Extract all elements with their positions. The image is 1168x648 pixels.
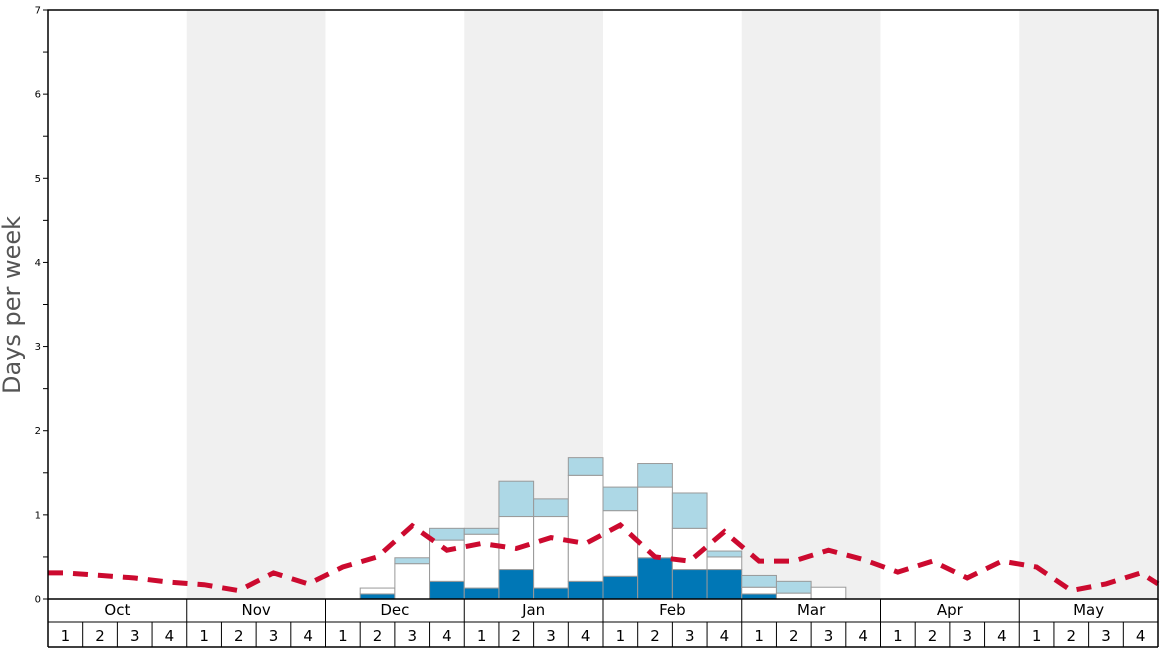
bar-white-segment bbox=[775, 592, 812, 600]
week-label: 4 bbox=[303, 627, 313, 645]
week-label: 2 bbox=[512, 627, 522, 645]
month-label-mar: Mar bbox=[797, 601, 826, 619]
month-label-feb: Feb bbox=[659, 601, 686, 619]
week-label: 2 bbox=[789, 627, 799, 645]
week-label: 3 bbox=[1101, 627, 1111, 645]
stacked-bars bbox=[359, 457, 847, 600]
week-label: 1 bbox=[61, 627, 71, 645]
bar-dark-segment bbox=[567, 580, 604, 600]
bar-light-segment bbox=[602, 486, 639, 512]
week-label: 4 bbox=[858, 627, 868, 645]
y-tick-label: 2 bbox=[35, 426, 41, 437]
bar-dark-segment bbox=[429, 580, 465, 600]
bar-dark-segment bbox=[533, 587, 569, 600]
y-tick-label: 7 bbox=[35, 6, 41, 17]
week-label: 1 bbox=[338, 627, 348, 645]
bar-white-segment bbox=[359, 587, 396, 595]
y-tick-label: 5 bbox=[35, 174, 41, 185]
month-band-mar bbox=[741, 10, 881, 599]
bar-white-segment bbox=[637, 486, 673, 559]
bar-light-segment bbox=[671, 492, 708, 529]
week-label: 4 bbox=[165, 627, 175, 645]
bar-white-segment bbox=[706, 556, 743, 571]
y-tick-label: 3 bbox=[35, 342, 41, 353]
bar-white-segment bbox=[567, 474, 604, 582]
bar-light-segment bbox=[498, 480, 535, 518]
week-label: 2 bbox=[373, 627, 383, 645]
bar-light-segment bbox=[463, 527, 500, 535]
y-tick-label: 6 bbox=[35, 90, 41, 101]
week-label: 3 bbox=[962, 627, 972, 645]
bar-light-segment bbox=[706, 550, 743, 558]
bar-dark-segment bbox=[741, 593, 777, 600]
week-label: 2 bbox=[95, 627, 105, 645]
week-label: 4 bbox=[442, 627, 452, 645]
bar-white-segment bbox=[741, 586, 777, 595]
month-band-nov bbox=[186, 10, 326, 599]
month-label-jan: Jan bbox=[521, 601, 545, 619]
week-label: 3 bbox=[269, 627, 279, 645]
bar-dark-segment bbox=[498, 569, 535, 600]
week-label: 2 bbox=[1067, 627, 1077, 645]
month-shading bbox=[186, 10, 1158, 599]
bar-dark-segment bbox=[602, 575, 639, 600]
bar-light-segment bbox=[637, 463, 673, 488]
month-label-oct: Oct bbox=[104, 601, 130, 619]
bar-dark-segment bbox=[671, 569, 708, 600]
bar-dark-segment bbox=[463, 587, 500, 600]
bar-white-segment bbox=[429, 539, 465, 582]
week-label: 2 bbox=[650, 627, 660, 645]
y-tick-label: 0 bbox=[35, 595, 41, 606]
week-label: 2 bbox=[928, 627, 938, 645]
month-label-apr: Apr bbox=[937, 601, 964, 619]
week-label: 2 bbox=[234, 627, 244, 645]
month-label-dec: Dec bbox=[380, 601, 409, 619]
bar-white-segment bbox=[602, 510, 639, 577]
week-label: 4 bbox=[720, 627, 730, 645]
bar-dark-segment bbox=[706, 569, 743, 600]
bar-light-segment bbox=[429, 527, 465, 541]
week-label: 3 bbox=[824, 627, 834, 645]
y-tick-label: 4 bbox=[35, 258, 41, 269]
bar-light-segment bbox=[533, 498, 569, 518]
week-label: 1 bbox=[893, 627, 903, 645]
bar-light-segment bbox=[741, 574, 777, 588]
week-label: 4 bbox=[1136, 627, 1146, 645]
x-axis: Oct 1 2 3 4 Nov 1 2 3 4 Dec 1 2 3 4 Jan 1 2 3 4 Feb 1 2 3 4 Mar 1 2… bbox=[47, 599, 1159, 648]
bar-white-segment bbox=[810, 586, 847, 600]
bar-light-segment bbox=[775, 580, 812, 594]
bar-white-segment bbox=[533, 516, 569, 589]
bar-dark-segment bbox=[359, 593, 396, 600]
y-axis-title: Days per week bbox=[0, 216, 26, 394]
bar-white-segment bbox=[394, 563, 431, 600]
bar-white-segment bbox=[463, 533, 500, 589]
week-label: 1 bbox=[616, 627, 626, 645]
bar-dark-segment bbox=[637, 557, 673, 600]
week-label: 4 bbox=[581, 627, 591, 645]
week-label: 3 bbox=[130, 627, 140, 645]
month-band-may bbox=[1019, 10, 1158, 599]
week-label: 3 bbox=[407, 627, 417, 645]
week-label: 1 bbox=[1032, 627, 1042, 645]
week-label: 3 bbox=[685, 627, 695, 645]
week-label: 1 bbox=[754, 627, 764, 645]
month-label-nov: Nov bbox=[241, 601, 270, 619]
week-label: 1 bbox=[477, 627, 487, 645]
week-label: 1 bbox=[199, 627, 209, 645]
week-label: 4 bbox=[997, 627, 1007, 645]
bar-light-segment bbox=[567, 457, 604, 476]
month-label-may: May bbox=[1073, 601, 1104, 619]
y-tick-label: 1 bbox=[35, 510, 41, 521]
bar-light-segment bbox=[394, 557, 431, 565]
week-label: 3 bbox=[546, 627, 556, 645]
